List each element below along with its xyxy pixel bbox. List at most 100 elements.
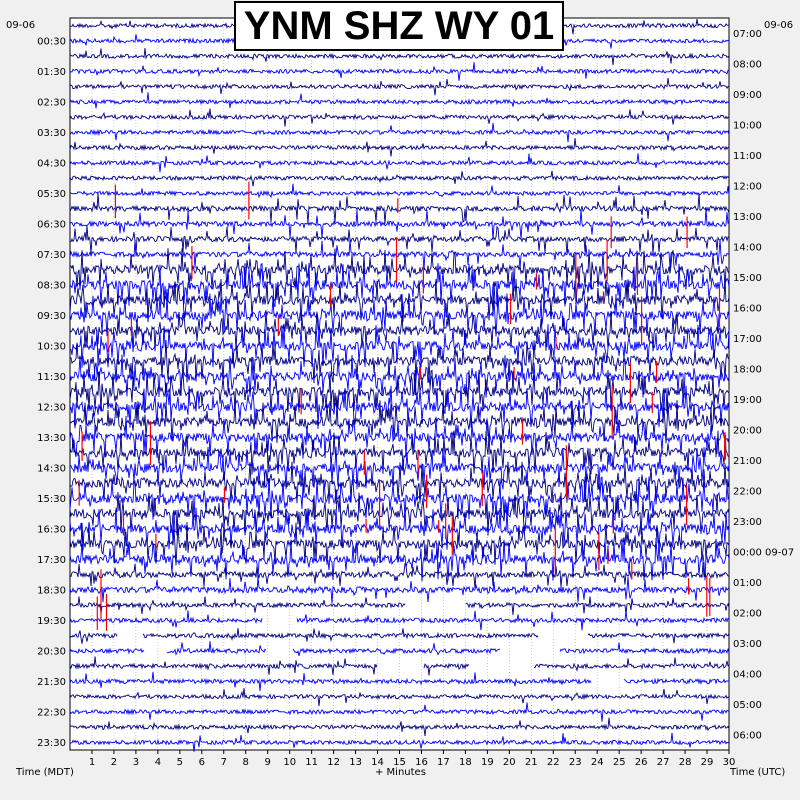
x-tick-label: 1: [89, 757, 95, 768]
x-tick-label: 15: [393, 757, 406, 768]
x-tick-label: 14: [371, 757, 384, 768]
right-tick-label: 19:00: [733, 395, 762, 406]
left-tick-label: 06:30: [37, 219, 66, 230]
trace-row: [69, 122, 730, 143]
trace-row: [69, 596, 730, 616]
trace-row: [69, 78, 730, 96]
left-tick-label: 04:30: [37, 158, 66, 169]
date-right-label: 09-06: [764, 20, 794, 31]
right-tick-label: 21:00: [733, 456, 762, 467]
left-tick-label: 08:30: [37, 280, 66, 291]
traces: [69, 15, 730, 752]
left-tick-label: 21:30: [37, 677, 66, 688]
right-tick-label: 13:00: [733, 212, 762, 223]
trace-row: [69, 476, 730, 521]
right-tick-label: 12:00: [733, 181, 762, 192]
trace-row: [69, 208, 730, 240]
trace-row: [69, 430, 730, 475]
trace-row: [69, 108, 730, 127]
trace-row: [69, 671, 730, 691]
x-tick-label: 6: [199, 757, 205, 768]
right-tick-label: 08:00: [733, 59, 762, 70]
left-tick-label: 20:30: [37, 646, 66, 657]
event-markers: [78, 181, 727, 631]
right-tick-label: 23:00: [733, 517, 762, 528]
right-tick-label: 00:00 09-07: [733, 547, 794, 558]
date-left-label: 09-06: [6, 20, 36, 31]
left-tick-label: 18:30: [37, 585, 66, 596]
x-tick-label: 11: [305, 757, 318, 768]
trace-row: [69, 62, 730, 81]
left-tick-label: 01:30: [37, 67, 66, 78]
trace-row: [69, 628, 730, 644]
x-tick-label: 13: [349, 757, 362, 768]
right-tick-label: 09:00: [733, 90, 762, 101]
x-tick-label: 5: [177, 757, 183, 768]
trace-row: [69, 153, 730, 173]
right-tick-label: 20:00: [733, 425, 762, 436]
trace-row: [69, 239, 730, 271]
trace-row: [69, 385, 730, 429]
trace-row: [69, 278, 730, 323]
left-tick-label: 13:30: [37, 433, 66, 444]
x-tick-label: 25: [613, 757, 626, 768]
x-tick-label: 12: [327, 757, 340, 768]
trace-row: [69, 138, 730, 157]
x-tick-label: 26: [635, 757, 648, 768]
trace-row: [69, 262, 730, 308]
right-tick-label: 22:00: [733, 486, 762, 497]
trace-row: [69, 369, 730, 415]
x-tick-label: 4: [155, 757, 161, 768]
x-tick-label: 21: [525, 757, 538, 768]
trace-row: [69, 48, 730, 66]
left-tick-label: 15:30: [37, 494, 66, 505]
trace-row: [69, 610, 730, 631]
trace-row: [69, 641, 730, 657]
trace-row: [69, 339, 730, 384]
x-tick-label: 23: [569, 757, 582, 768]
trace-row: [69, 248, 730, 292]
x-tick-label: 9: [265, 757, 271, 768]
left-tick-label: 12:30: [37, 402, 66, 413]
right-tick-label: 07:00: [733, 29, 762, 40]
trace-row: [69, 92, 730, 109]
right-tick-label: 11:00: [733, 151, 762, 162]
trace-row: [69, 576, 730, 604]
x-tick-label: 17: [437, 757, 450, 768]
left-tick-label: 02:30: [37, 97, 66, 108]
trace-row: [69, 225, 730, 255]
right-tick-label: 18:00: [733, 364, 762, 375]
trace-row: [69, 702, 730, 722]
x-tick-label: 3: [133, 757, 139, 768]
trace-row: [69, 522, 730, 566]
x-tick-label: 20: [503, 757, 516, 768]
left-tick-label: 22:30: [37, 707, 66, 718]
trace-row: [69, 537, 730, 582]
right-tick-label: 01:00: [733, 578, 762, 589]
trace-row: [69, 688, 729, 707]
left-tick-label: 19:30: [37, 616, 66, 627]
x-tick-label: 18: [459, 757, 472, 768]
left-tick-label: 07:30: [37, 250, 66, 261]
trace-row: [69, 310, 730, 352]
trace-row: [69, 656, 730, 676]
right-tick-label: 04:00: [733, 669, 762, 680]
trace-row: [69, 732, 730, 752]
right-tick-label: 02:00: [733, 608, 762, 619]
left-tick-label: 09:30: [37, 311, 66, 322]
chart-title: YNM SHZ WY 01: [234, 1, 564, 51]
trace-row: [69, 562, 730, 589]
right-tick-label: 17:00: [733, 334, 762, 345]
right-tick-label: 14:00: [733, 242, 762, 253]
x-tick-label: 27: [657, 757, 670, 768]
right-tick-label: 03:00: [733, 639, 762, 650]
left-tick-label: 03:30: [37, 128, 66, 139]
x-tick-label: 8: [243, 757, 249, 768]
y-axis-right-label: Time (UTC): [730, 767, 786, 778]
x-tick-label: 22: [547, 757, 560, 768]
right-tick-label: 05:00: [733, 700, 762, 711]
x-tick-label: 30: [723, 757, 736, 768]
trace-row: [70, 183, 730, 199]
trace-row: [69, 717, 730, 737]
